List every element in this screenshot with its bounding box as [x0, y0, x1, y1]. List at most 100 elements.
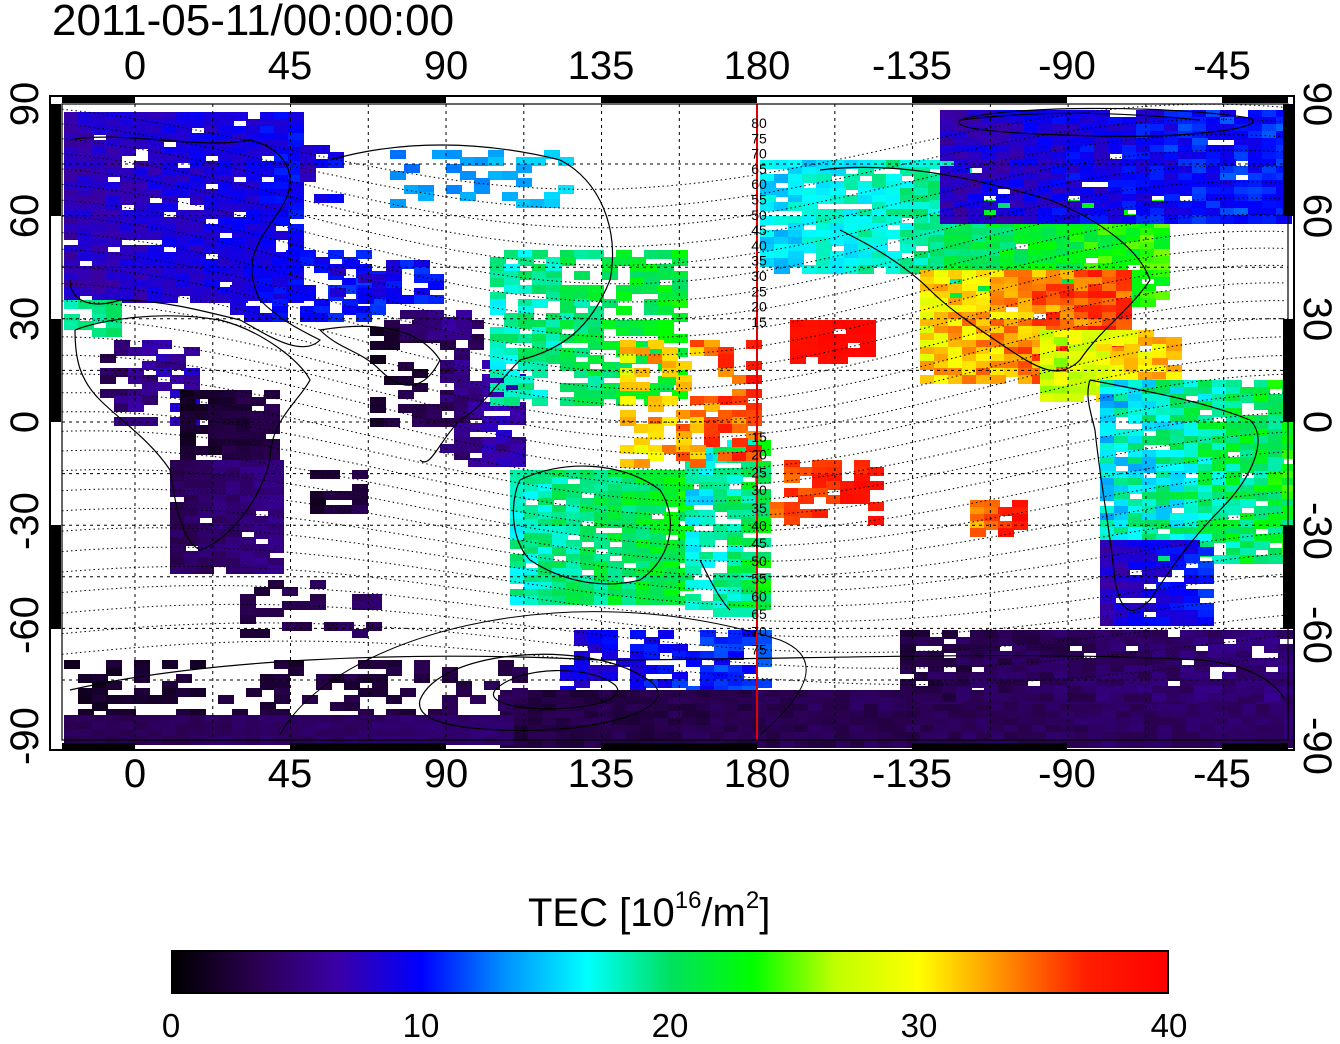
- tec-cell: [970, 507, 986, 516]
- tec-cell: [636, 526, 652, 535]
- tec-cell: [741, 559, 757, 568]
- tec-cell: [352, 629, 368, 638]
- tec-cell: [398, 404, 414, 413]
- tec-cell: [1166, 658, 1182, 667]
- tec-cell: [1268, 555, 1284, 564]
- tec-cell: [1192, 201, 1208, 210]
- tec-cell: [662, 347, 678, 356]
- tec-cell: [78, 280, 94, 289]
- magnetic-latitude-contours: [61, 103, 1287, 736]
- tec-cell: [1012, 672, 1028, 681]
- tec-cell: [254, 488, 270, 497]
- tec-cell: [1184, 464, 1200, 473]
- tec-cell: [1056, 221, 1072, 230]
- tec-cell: [230, 271, 246, 280]
- tec-cell: [148, 722, 164, 731]
- tec-cell: [170, 361, 186, 370]
- tec-cell: [1046, 277, 1062, 286]
- tec-cell: [1142, 394, 1158, 403]
- tec-cell: [442, 324, 458, 333]
- tec-cell: [1010, 166, 1026, 175]
- tec-cell: [1082, 330, 1098, 339]
- tec-cell: [460, 171, 476, 180]
- tec-cell: [594, 540, 610, 549]
- tec-cell: [106, 168, 122, 177]
- tec-cell: [644, 306, 660, 315]
- tec-cell: [400, 715, 416, 724]
- tec-cell: [634, 438, 650, 447]
- tec-cell: [672, 299, 688, 308]
- tec-cell: [1088, 277, 1104, 286]
- tec-cell: [830, 209, 846, 218]
- tec-cell: [92, 203, 108, 212]
- tec-cell: [386, 729, 402, 738]
- tec-cell: [1144, 718, 1160, 727]
- tec-cell: [230, 264, 246, 273]
- tec-cell: [602, 651, 618, 660]
- tec-cell: [92, 307, 108, 316]
- tec-cell: [1154, 235, 1170, 244]
- tec-cell: [1222, 693, 1238, 702]
- tec-cell: [594, 575, 610, 584]
- tec-cell: [510, 554, 526, 563]
- tec-cell: [1138, 658, 1154, 667]
- tec-cell: [1052, 159, 1068, 168]
- tec-cell: [1138, 351, 1154, 360]
- tec-cell: [250, 453, 266, 462]
- tec-cell: [998, 665, 1014, 674]
- tec-cell: [106, 238, 122, 247]
- tec-cell: [1206, 180, 1222, 189]
- tec-cell: [106, 660, 122, 669]
- tec-cell: [616, 250, 632, 259]
- tec-cell: [816, 181, 832, 190]
- tec-cell: [1082, 630, 1098, 639]
- tec-cell: [934, 718, 950, 727]
- tec-cell: [528, 711, 544, 720]
- tec-cell: [630, 257, 646, 266]
- tec-cell: [1142, 561, 1158, 570]
- tec-cell: [170, 467, 186, 476]
- tec-cell: [274, 196, 290, 205]
- tec-cell: [120, 231, 136, 240]
- tec-cell: [1150, 187, 1166, 196]
- tec-cell: [1200, 711, 1216, 720]
- tec-cell: [212, 558, 228, 567]
- tec-cell: [1038, 124, 1054, 133]
- tec-cell: [755, 573, 771, 582]
- tec-cell: [162, 203, 178, 212]
- tec-cell: [556, 697, 572, 706]
- tec-cell: [612, 697, 628, 706]
- tec-cell: [1056, 277, 1072, 286]
- tec-cell: [1100, 436, 1116, 445]
- tec-cell: [1154, 249, 1170, 258]
- tec-cell: [990, 270, 1006, 279]
- tec-cell: [798, 495, 814, 504]
- tec-cell: [738, 732, 754, 741]
- tec-cell: [556, 725, 572, 734]
- tec-cell: [968, 131, 984, 140]
- tec-cell: [134, 695, 150, 704]
- tec-cell: [1226, 436, 1242, 445]
- tec-cell: [1068, 693, 1084, 702]
- tec-cell: [648, 403, 664, 412]
- tec-cell: [1152, 630, 1168, 639]
- tec-cell: [1184, 380, 1200, 389]
- tec-cell: [240, 601, 256, 610]
- tec-cell: [672, 285, 688, 294]
- tec-cell: [1096, 351, 1112, 360]
- tec-cell: [260, 702, 276, 711]
- tec-cell: [260, 674, 276, 683]
- tec-cell: [990, 732, 1006, 741]
- tec-cell: [818, 320, 834, 329]
- tec-cell: [1184, 499, 1200, 508]
- tec-cell: [372, 729, 388, 738]
- tec-cell: [78, 695, 94, 704]
- tec-cell: [176, 674, 192, 683]
- tec-cell: [272, 257, 288, 266]
- tec-cell: [1088, 305, 1104, 314]
- tec-cell: [258, 292, 274, 301]
- tec-cell: [162, 231, 178, 240]
- tec-cell: [1024, 166, 1040, 175]
- tec-cell: [780, 711, 796, 720]
